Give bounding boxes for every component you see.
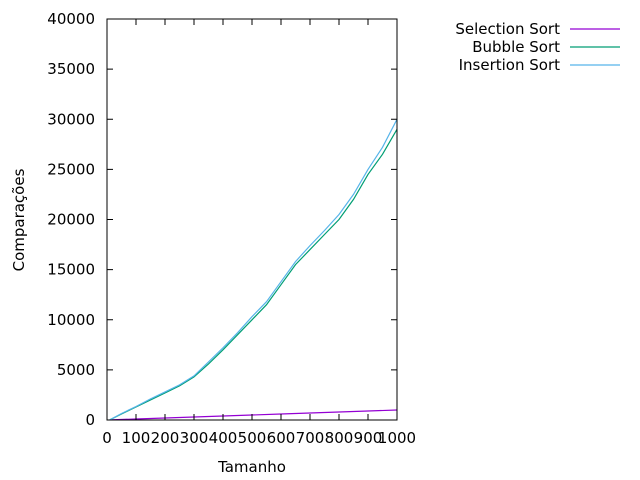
plot-lines: [109, 119, 398, 421]
x-tick-label: 100: [122, 429, 151, 447]
series-line-selection-sort: [109, 409, 398, 421]
x-tick-label: 500: [238, 429, 267, 447]
x-tick-label: 400: [209, 429, 238, 447]
y-tick-label: 0: [85, 411, 95, 429]
y-tick-label: 10000: [47, 311, 95, 329]
x-axis-label: Tamanho: [217, 458, 286, 476]
legend-label: Bubble Sort: [472, 38, 560, 56]
plot-frame: [106, 18, 398, 421]
y-tick-label: 40000: [47, 10, 95, 28]
x-tick-label: 300: [180, 429, 209, 447]
y-tick-label: 30000: [47, 110, 95, 128]
x-tick-label: 900: [354, 429, 383, 447]
legend-label: Selection Sort: [455, 20, 560, 38]
x-tick-label: 1000: [378, 429, 416, 447]
y-tick-label: 35000: [47, 60, 95, 78]
x-tick-label: 0: [102, 429, 112, 447]
axes: 0500010000150002000025000300003500040000…: [47, 10, 416, 447]
x-tick-label: 600: [267, 429, 296, 447]
y-axis-label: Comparações: [10, 168, 28, 271]
y-tick-label: 20000: [47, 211, 95, 229]
y-tick-label: 15000: [47, 261, 95, 279]
legend-label: Insertion Sort: [459, 56, 561, 74]
series-line-bubble-sort: [109, 128, 398, 421]
x-tick-label: 200: [151, 429, 180, 447]
x-tick-label: 700: [296, 429, 325, 447]
series-line-insertion-sort: [109, 119, 398, 421]
y-tick-label: 5000: [57, 361, 95, 379]
x-tick-label: 800: [325, 429, 354, 447]
y-tick-label: 25000: [47, 160, 95, 178]
